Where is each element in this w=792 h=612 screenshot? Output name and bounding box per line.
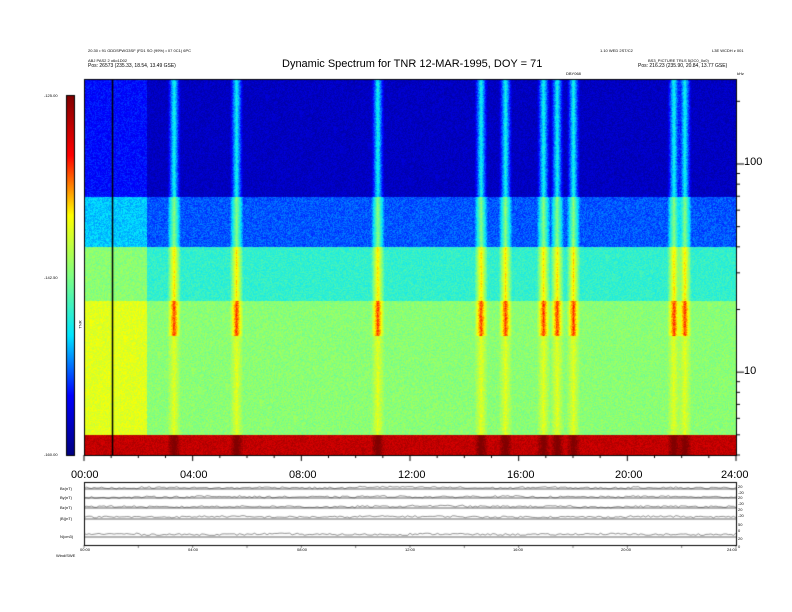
ts-label-3: |B|(nT): [60, 516, 73, 521]
header-right-line1: 1.10 WED 2ST/C2: [600, 48, 633, 53]
ts-label-0: Bx(nT): [60, 486, 72, 491]
ts-right-0: 20: [738, 484, 743, 489]
ts-right-6: 50: [738, 522, 743, 527]
header-left-line2: ABJ PAS2 2 o6o1D02: [88, 58, 128, 63]
x-tick-6: 24:00: [721, 469, 749, 481]
ts-label-4: N(cm3): [60, 534, 74, 539]
ts-x-6: 24:00: [727, 547, 738, 552]
ts-right-8: 20: [738, 536, 743, 541]
header-left-line3: Pos: 26573 (235.33, 18.54, 13.49 GSE): [88, 63, 176, 69]
y-tick-100: 100: [744, 156, 763, 168]
x-tick-0: 00:00: [71, 469, 99, 481]
x-tick-3: 12:00: [398, 469, 426, 481]
header-right-line3: BS3_PICTURE TRLS 5(2C0_0o0): [648, 58, 709, 63]
ts-right-1: -20: [738, 490, 744, 495]
ts-x-2: 08:00: [297, 547, 308, 552]
top-marker-label: DBY068: [566, 71, 581, 76]
ts-x-3: 12:00: [405, 547, 416, 552]
ts-x-0: 00:00: [80, 547, 91, 552]
ts-right-4: 20: [738, 507, 743, 512]
colorbar-label: TNR: [77, 320, 83, 329]
ts-label-1: By(nT): [60, 495, 72, 500]
header-left-line1: 20.30 • 91 GDDSPWG3SF (FD1 SO (99%) • 07…: [88, 48, 192, 53]
ts-right-9: 0: [738, 544, 741, 549]
ts-right-7: 0: [738, 528, 741, 533]
x-tick-2: 08:00: [289, 469, 317, 481]
ts-footer: Wind/SWE: [56, 553, 76, 558]
ts-right-5: -20: [738, 513, 744, 518]
ts-label-2: Bz(nT): [60, 505, 72, 510]
colorbar-tick-mid: -142.50: [44, 275, 58, 280]
hz-unit-label: kHz: [737, 71, 744, 76]
header-right-line4: Pos: 216.23 (235.90, 20.84, 13.77 GSE): [638, 63, 728, 69]
colorbar-tick-top: -125.00: [44, 93, 58, 98]
ts-x-1: 04:00: [188, 547, 199, 552]
x-tick-1: 04:00: [180, 469, 208, 481]
header-right-line2: L3E WCDH z 001: [712, 48, 744, 53]
ts-right-3: -20: [738, 501, 744, 506]
x-tick-4: 16:00: [507, 469, 535, 481]
x-tick-5: 20:00: [615, 469, 643, 481]
colorbar-tick-bottom: -160.00: [44, 452, 58, 457]
chart-title: Dynamic Spectrum for TNR 12-MAR-1995, DO…: [282, 58, 543, 70]
ts-x-4: 16:00: [513, 547, 524, 552]
ts-right-2: 20: [738, 495, 743, 500]
y-tick-10: 10: [744, 365, 757, 377]
ts-x-5: 20:00: [621, 547, 632, 552]
